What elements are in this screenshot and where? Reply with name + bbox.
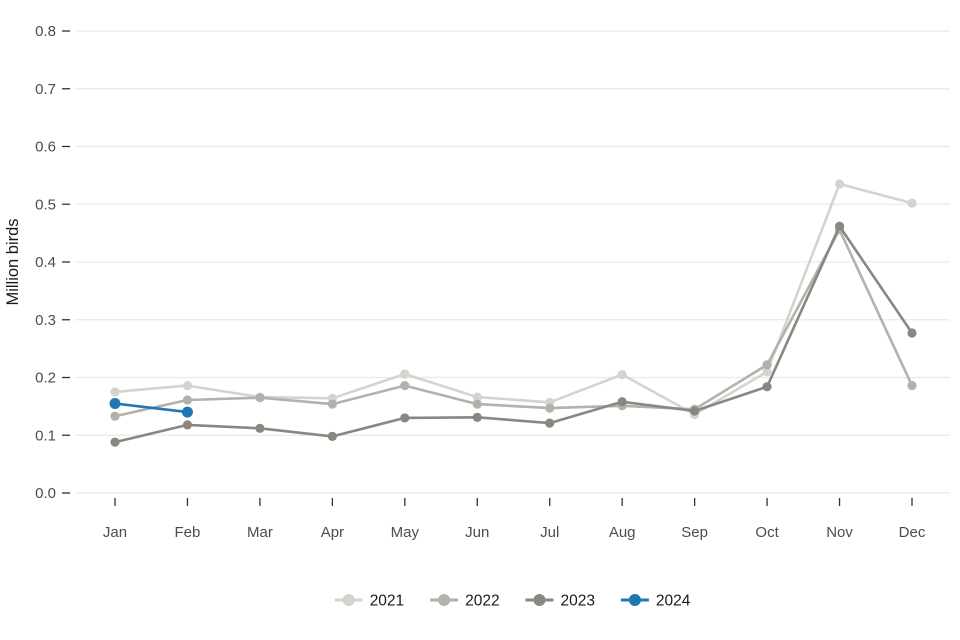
legend-label: 2023 [561,593,595,610]
data-point [617,370,627,380]
data-point [400,369,410,379]
x-axis: Jan Feb Mar Apr May Jun Jul Aug Sep Oct Nov Dec [103,498,926,541]
y-axis-title: Million birds [4,218,22,305]
data-point [834,179,845,189]
x-tick-label: May [391,524,420,541]
legend-label: 2021 [370,593,404,610]
series-2022 [110,225,917,421]
x-tick-label: Aug [609,524,636,541]
data-point [400,380,410,391]
series-2021 [110,179,917,420]
series-line [113,402,189,414]
y-tick-label: 0.2 [35,370,56,387]
legend-marker [342,594,355,606]
y-tick-label: 0.6 [35,139,56,156]
data-point [110,411,120,421]
y-tick-label: 0.0 [35,485,56,502]
legend-label: 2022 [465,593,499,610]
series-2024 [109,397,193,418]
x-tick-label: Dec [899,524,926,541]
data-point [109,397,121,409]
legend: 2021 2022 2023 2024 [334,593,691,610]
y-tick-label: 0.5 [35,196,56,213]
data-point [762,382,772,392]
x-tick-label: Apr [321,524,344,541]
legend-item-2021: 2021 [334,593,404,610]
data-point [545,418,555,428]
x-tick-label: Jul [540,524,559,541]
data-point [182,395,193,405]
legend-item-2024: 2024 [620,593,691,610]
data-point [182,380,193,391]
data-point [400,413,410,423]
legend-item-2023: 2023 [525,593,595,610]
series-line [113,224,914,444]
data-point [617,397,627,407]
legend-item-2022: 2022 [430,593,500,610]
y-tick-label: 0.3 [35,312,56,329]
data-point [907,380,917,391]
data-point [182,420,193,430]
data-point [762,367,772,377]
data-point [110,437,120,447]
data-point [255,393,265,403]
series-2023 [110,221,917,447]
gridlines [75,30,950,494]
x-tick-label: Sep [681,524,708,541]
data-point [327,431,337,442]
x-tick-label: Mar [247,524,273,541]
data-point [834,221,845,231]
y-tick-label: 0.4 [35,254,56,271]
y-tick-label: 0.7 [35,81,56,98]
x-tick-label: Jan [103,524,127,541]
data-point [762,360,772,370]
data-point [907,198,917,208]
data-point [907,328,917,338]
y-tick-label: 0.8 [35,23,56,40]
legend-marker [533,594,546,606]
data-point [545,403,555,413]
data-point [110,387,120,397]
y-axis: 0.0 0.1 0.2 0.3 0.4 0.5 0.6 0.7 0.8 [35,23,70,502]
series-line [113,228,914,418]
x-tick-label: Jun [465,524,489,541]
x-tick-label: Oct [755,524,779,541]
y-tick-label: 0.1 [35,427,56,444]
data-point [255,423,265,433]
data-point [690,406,700,416]
x-tick-label: Nov [826,524,853,541]
data-point [327,399,337,409]
data-point [472,399,482,409]
data-point [472,392,482,402]
legend-marker [438,594,451,606]
legend-label: 2024 [656,593,691,610]
legend-marker [628,594,641,606]
x-tick-label: Feb [175,524,201,541]
data-point [472,412,482,422]
series-line [113,182,914,416]
data-point [181,406,193,418]
